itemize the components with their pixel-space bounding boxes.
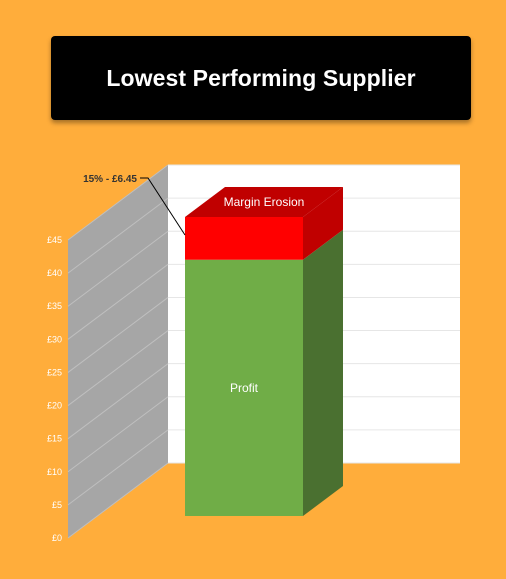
y-tick-label: £45 bbox=[47, 235, 62, 245]
chart-title: Lowest Performing Supplier bbox=[106, 64, 416, 91]
y-tick-label: £35 bbox=[47, 301, 62, 311]
bar-segment-label: Profit bbox=[230, 381, 259, 395]
bar-segment-top bbox=[185, 187, 343, 218]
gridline-side bbox=[67, 297, 169, 373]
gridline-side bbox=[67, 462, 169, 539]
side-wall bbox=[68, 165, 168, 538]
bar-segment-side bbox=[303, 229, 343, 516]
bar-segment-front bbox=[185, 259, 303, 516]
y-tick-label: £10 bbox=[47, 467, 62, 477]
y-tick-label: £5 bbox=[52, 500, 62, 510]
y-tick-label: £40 bbox=[47, 268, 62, 278]
y-tick-label: £30 bbox=[47, 334, 62, 344]
y-tick-label: £0 bbox=[52, 533, 62, 543]
gridline-side bbox=[67, 164, 169, 241]
gridline-side bbox=[67, 230, 169, 307]
annotation-label: 15% - £6.45 bbox=[83, 174, 137, 185]
y-tick-label: £25 bbox=[47, 367, 62, 377]
gridline-side bbox=[67, 363, 169, 440]
gridline-side bbox=[67, 197, 169, 274]
gridline-side bbox=[67, 429, 169, 506]
y-tick-label: £15 bbox=[47, 434, 62, 444]
bar-segment-front bbox=[185, 217, 303, 260]
gridline-side bbox=[67, 330, 169, 406]
bar-segment-side bbox=[303, 187, 343, 260]
chart-title-banner: Lowest Performing Supplier bbox=[51, 36, 471, 120]
gridline-side bbox=[67, 396, 169, 473]
y-tick-label: £20 bbox=[47, 401, 62, 411]
annotation-leader-line bbox=[140, 177, 186, 236]
bar-segment-label: Margin Erosion bbox=[224, 195, 305, 209]
gridline-side bbox=[67, 263, 169, 340]
